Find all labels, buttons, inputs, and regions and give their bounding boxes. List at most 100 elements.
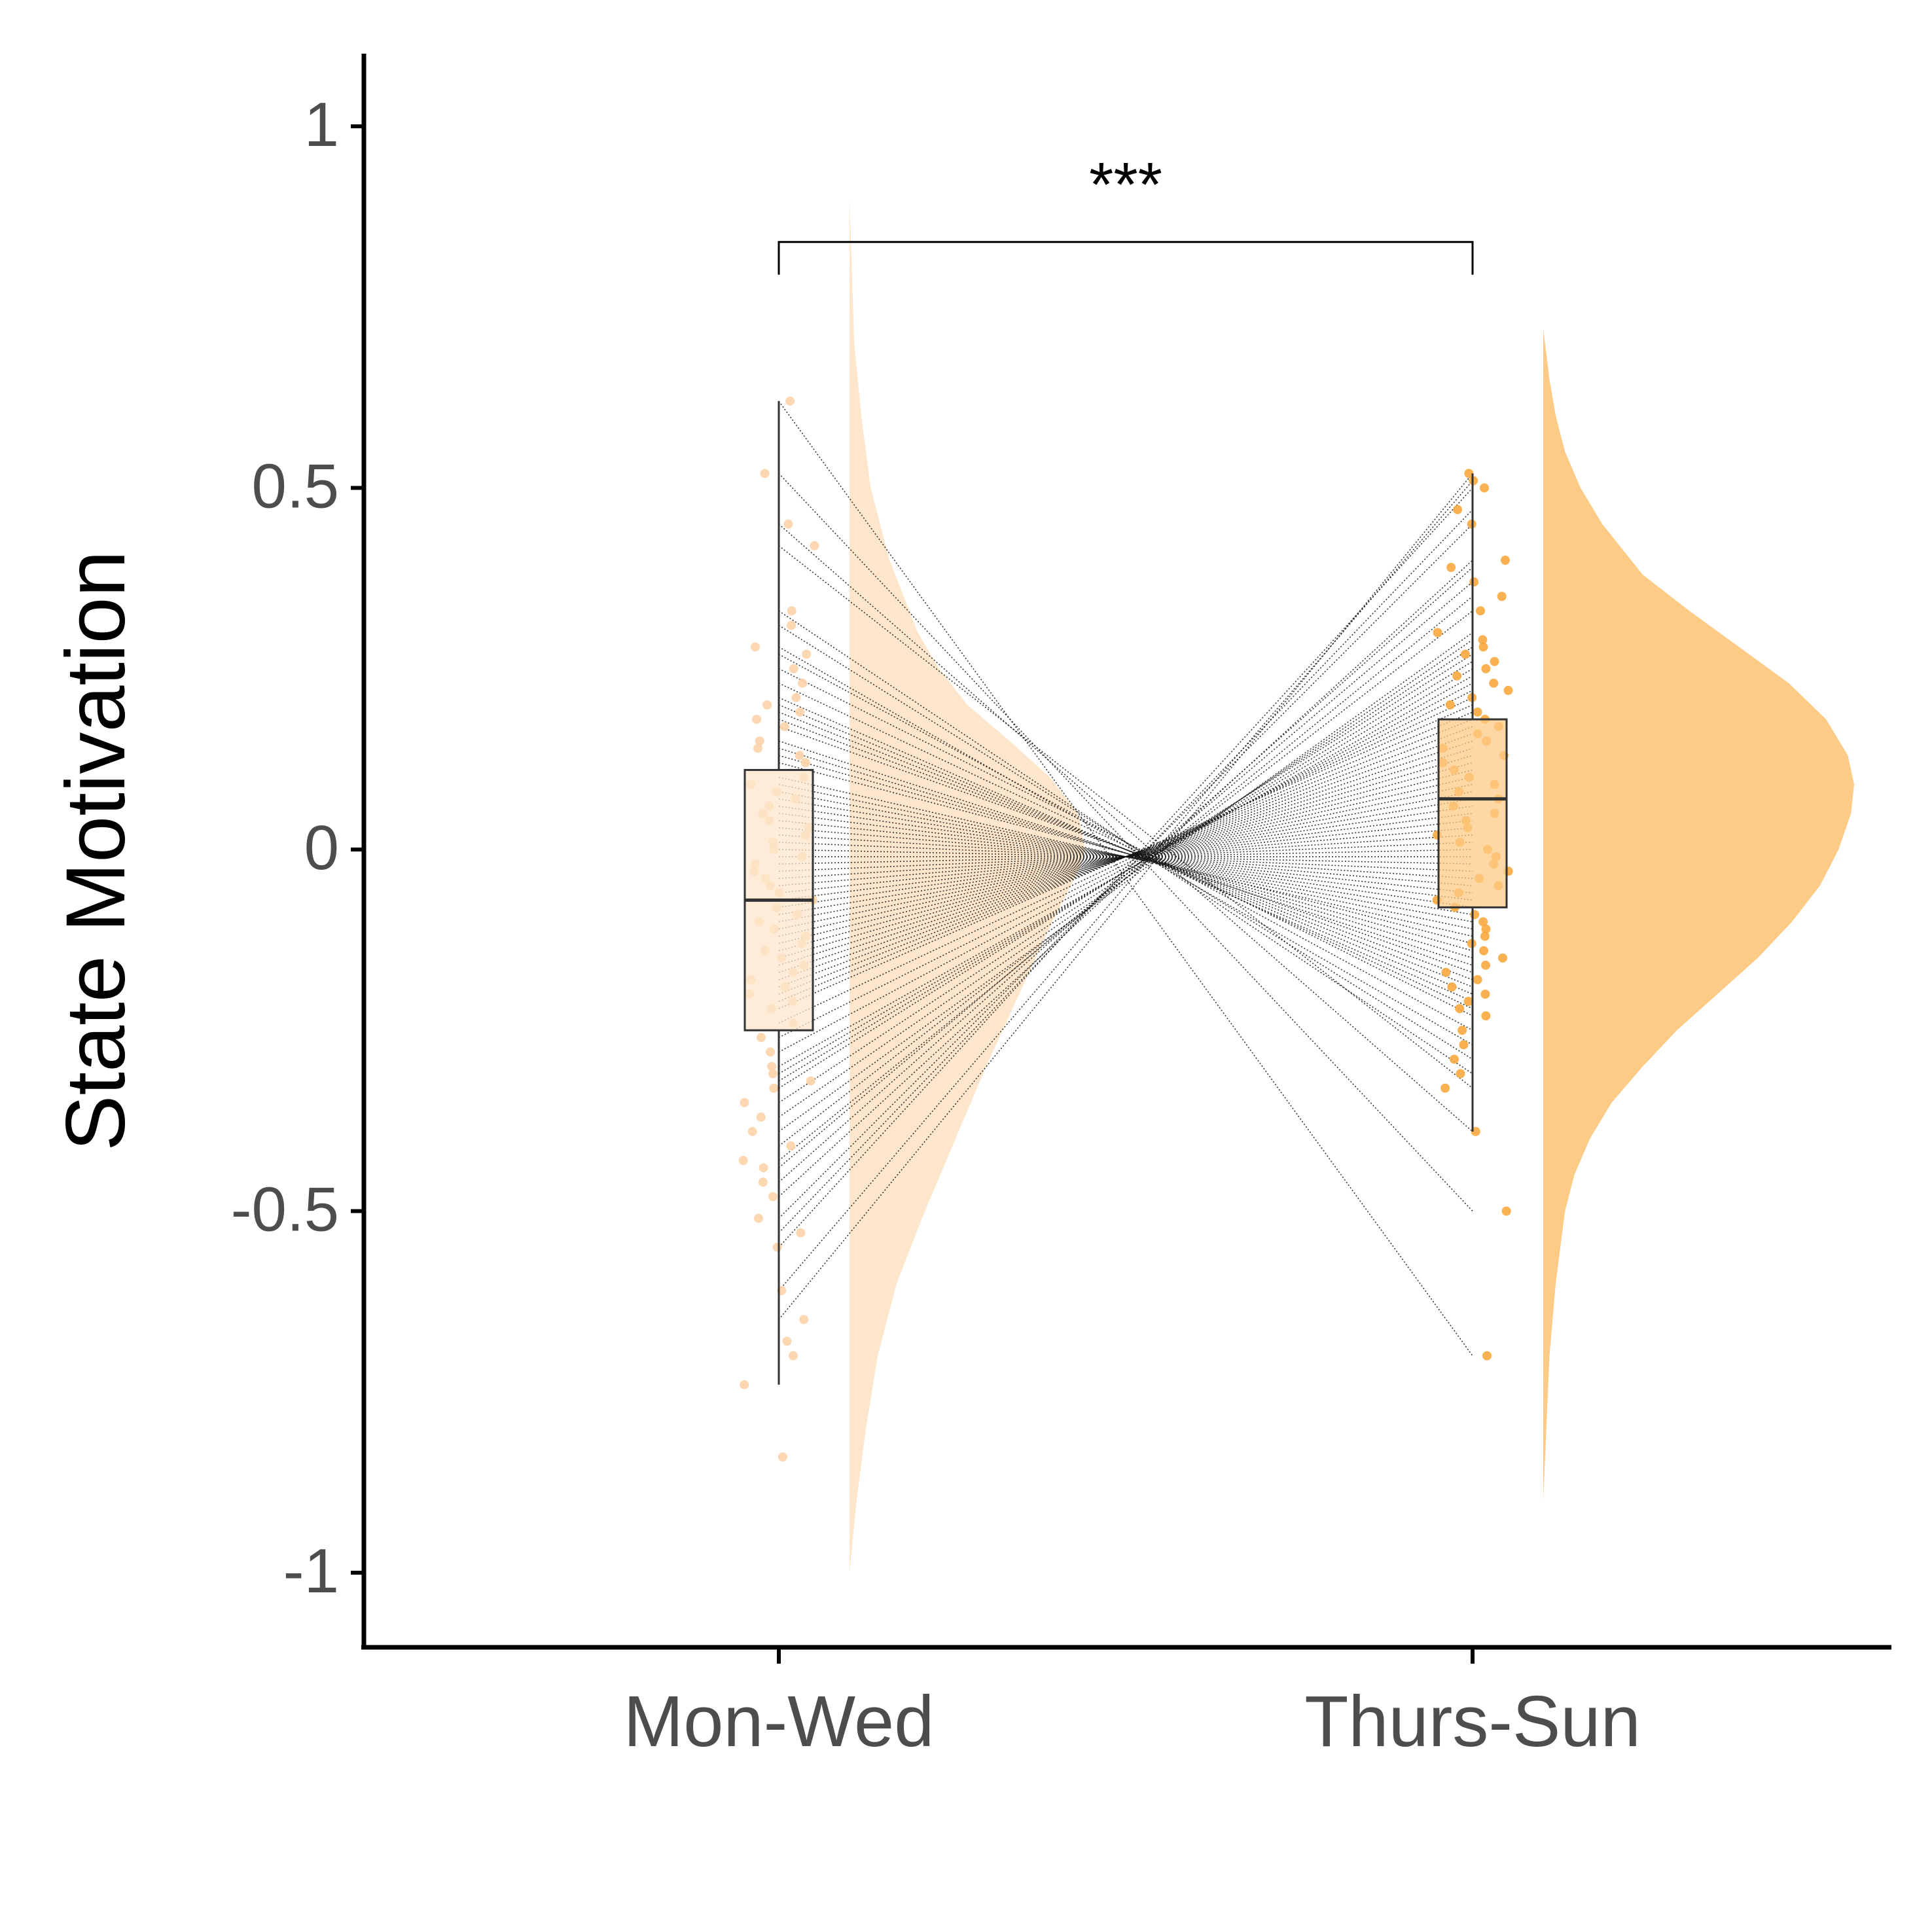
data-point <box>752 715 762 724</box>
data-point <box>1440 1083 1450 1093</box>
paired-line <box>778 812 1473 901</box>
paired-line <box>778 740 1473 973</box>
data-point <box>1458 1026 1467 1035</box>
data-point <box>1447 982 1457 992</box>
density-cloud-1 <box>1543 329 1854 1501</box>
data-point <box>787 620 796 630</box>
data-point <box>1473 975 1482 984</box>
data-point <box>772 1242 782 1252</box>
paired-line <box>778 711 1473 1002</box>
y-tick-label: 1 <box>304 90 339 160</box>
data-point <box>762 700 772 709</box>
data-point <box>766 1047 776 1057</box>
paired-line <box>778 704 1473 995</box>
boxplots <box>743 401 1508 1385</box>
paired-line <box>778 646 1473 1103</box>
data-point <box>759 1163 768 1173</box>
data-point <box>768 1069 778 1079</box>
data-point <box>800 758 810 768</box>
data-point <box>1452 671 1462 681</box>
data-point <box>778 1452 787 1462</box>
data-point <box>768 1192 778 1202</box>
data-point <box>802 649 812 659</box>
paired-lines <box>778 401 1473 1356</box>
data-point <box>1464 469 1474 478</box>
data-point <box>1478 642 1488 652</box>
data-point <box>1498 953 1508 963</box>
data-point <box>782 1336 792 1346</box>
data-point <box>786 1141 796 1151</box>
data-point <box>791 692 801 702</box>
data-point <box>795 751 804 760</box>
data-point <box>1456 1069 1465 1079</box>
data-point <box>1489 678 1499 688</box>
data-point <box>767 1062 777 1071</box>
data-point <box>1481 924 1491 934</box>
paired-line <box>778 487 1473 1248</box>
data-point <box>1446 563 1456 573</box>
data-point <box>1480 483 1490 493</box>
y-tick-label: -1 <box>283 1536 339 1606</box>
paired-line <box>778 755 1473 959</box>
data-point <box>753 743 762 753</box>
data-point <box>756 1112 766 1122</box>
data-point <box>1453 505 1463 514</box>
data-point <box>1478 635 1488 645</box>
x-tick-label: Mon-Wed <box>624 1681 935 1762</box>
data-point <box>783 519 793 529</box>
data-point <box>788 1351 798 1361</box>
data-point <box>1480 990 1490 999</box>
paired-line <box>778 581 1473 1168</box>
y-ticks: 1 0.5 0 -0.5 -1 <box>231 90 364 1606</box>
x-tick-label: Thurs-Sun <box>1304 1681 1641 1762</box>
data-point <box>806 1076 815 1086</box>
paired-line <box>778 480 1473 1291</box>
bracket-line <box>778 241 1474 275</box>
x-ticks: Mon-Wed Thurs-Sun <box>624 1649 1641 1762</box>
paired-line <box>778 798 1473 916</box>
data-point <box>1476 606 1486 616</box>
paired-line <box>778 776 1473 937</box>
paired-line <box>778 719 1473 980</box>
significance-bracket: *** <box>778 150 1474 275</box>
data-point <box>1469 577 1479 587</box>
data-point <box>1501 1206 1511 1216</box>
y-axis-title: State Motivation <box>49 550 143 1151</box>
paired-line <box>778 567 1473 1183</box>
data-point <box>1481 664 1491 673</box>
data-point <box>796 1228 806 1238</box>
data-point <box>1500 556 1510 565</box>
data-point <box>740 1380 749 1389</box>
data-point <box>1460 649 1470 659</box>
data-point <box>1497 592 1507 601</box>
paired-line <box>778 755 1473 952</box>
y-tick-label: 0 <box>304 813 339 883</box>
data-point <box>1433 628 1442 637</box>
data-point <box>1459 1040 1469 1050</box>
data-point <box>785 396 795 406</box>
significance-label: *** <box>1089 150 1162 220</box>
density-cloud-0 <box>850 198 1085 1573</box>
paired-line <box>778 610 1473 1075</box>
density-clouds <box>850 198 1854 1573</box>
data-point <box>810 541 819 550</box>
paired-line <box>778 653 1473 1031</box>
data-point <box>750 642 760 652</box>
data-point <box>1470 910 1480 920</box>
paired-line <box>778 624 1473 1060</box>
paired-line <box>778 610 1473 1147</box>
data-point <box>789 664 798 673</box>
data-point <box>1482 1351 1492 1361</box>
paired-line <box>778 762 1473 952</box>
data-point <box>1463 997 1473 1007</box>
paired-line <box>778 473 1473 1320</box>
paired-line <box>778 545 1473 1089</box>
paired-line <box>778 661 1473 1082</box>
data-point <box>760 469 770 478</box>
axes: 1 0.5 0 -0.5 -1 Mon-Wed Thurs-Sun State Motiv… <box>49 54 1891 1762</box>
data-point <box>747 1126 757 1136</box>
data-point <box>769 1083 779 1093</box>
data-point <box>756 1033 766 1043</box>
paired-line <box>778 697 1473 1024</box>
